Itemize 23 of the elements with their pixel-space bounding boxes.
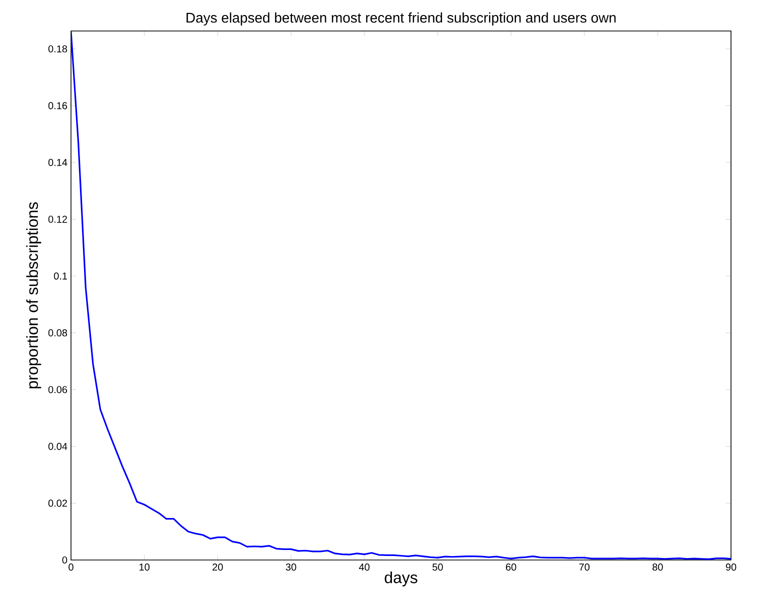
y-tick-label: 0.12 bbox=[48, 216, 67, 223]
y-tick-label: 0.08 bbox=[48, 329, 68, 336]
y-tick-label: 0.18 bbox=[48, 45, 68, 52]
y-axis-title: proportion of subscriptions bbox=[26, 202, 42, 388]
y-tick-label: 0.04 bbox=[48, 442, 68, 450]
y-tick-label: 0.16 bbox=[48, 102, 68, 110]
x-tick-label: 60 bbox=[506, 564, 516, 571]
x-tick-label: 20 bbox=[212, 564, 223, 571]
x-tick-label: 30 bbox=[286, 564, 296, 571]
x-tick-label: 70 bbox=[579, 564, 590, 571]
x-tick-label: 80 bbox=[652, 564, 663, 571]
x-tick-label: 10 bbox=[140, 564, 150, 571]
x-axis-title: days bbox=[384, 571, 418, 586]
y-tick-label: 0.06 bbox=[48, 386, 68, 394]
x-tick-label: 40 bbox=[359, 564, 370, 571]
y-tick-label: 0.1 bbox=[54, 272, 67, 280]
y-tick-label: 0 bbox=[62, 556, 68, 564]
x-tick-label: 90 bbox=[726, 564, 736, 571]
y-tick-label: 0.14 bbox=[48, 158, 68, 166]
x-tick-label: 50 bbox=[432, 564, 443, 571]
chart-title: Days elapsed between most recent friend subscription and users own bbox=[186, 12, 616, 26]
x-tick-label: 0 bbox=[68, 564, 74, 571]
y-tick-label: 0.02 bbox=[48, 500, 67, 507]
